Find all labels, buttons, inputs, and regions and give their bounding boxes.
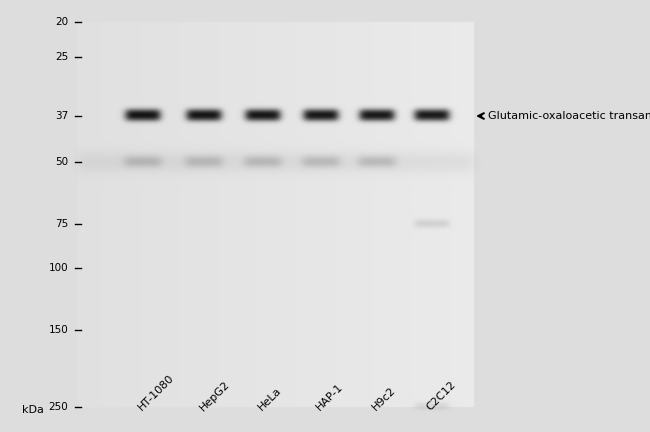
- Text: 100: 100: [49, 263, 68, 273]
- Text: 150: 150: [49, 325, 68, 335]
- Text: kDa: kDa: [21, 405, 44, 416]
- Text: 37: 37: [55, 111, 68, 121]
- Text: HAP-1: HAP-1: [315, 382, 345, 413]
- Text: C2C12: C2C12: [425, 379, 458, 413]
- Text: 250: 250: [49, 402, 68, 412]
- Text: 75: 75: [55, 219, 68, 229]
- Text: HepG2: HepG2: [198, 378, 231, 413]
- Text: 25: 25: [55, 52, 68, 62]
- Text: HT-1080: HT-1080: [136, 373, 176, 413]
- Text: Glutamic-oxaloacetic transaminase 2: Glutamic-oxaloacetic transaminase 2: [488, 111, 650, 121]
- Text: 20: 20: [55, 17, 68, 27]
- Text: 50: 50: [55, 157, 68, 167]
- Text: H9c2: H9c2: [370, 385, 397, 413]
- Text: HeLa: HeLa: [256, 385, 283, 413]
